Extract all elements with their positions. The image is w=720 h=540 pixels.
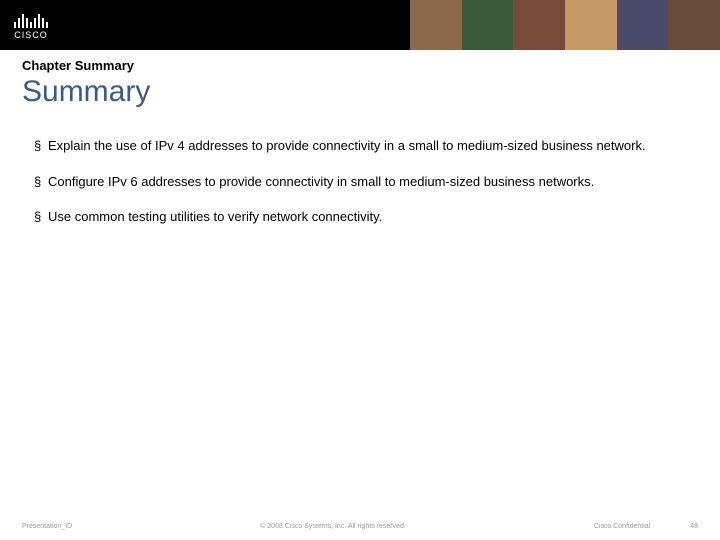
banner-photo — [410, 0, 462, 50]
logo-bars-icon — [14, 10, 48, 28]
bullet-list: Explain the use of IPv 4 addresses to pr… — [22, 137, 698, 226]
logo-text: CISCO — [14, 30, 48, 40]
top-banner: CISCO — [0, 0, 720, 50]
banner-photo — [565, 0, 617, 50]
footer-confidential: Cisco Confidential — [594, 523, 650, 530]
footer-page-number: 48 — [690, 523, 698, 530]
banner-photo — [513, 0, 565, 50]
slide-footer: Presentation_ID © 2008 Cisco Systems, In… — [0, 523, 720, 530]
list-item: Configure IPv 6 addresses to provide con… — [34, 173, 698, 191]
footer-presentation-id: Presentation_ID — [22, 523, 72, 530]
slide-content: Chapter Summary Summary Explain the use … — [0, 50, 720, 226]
footer-copyright: © 2008 Cisco Systems, Inc. All rights re… — [72, 523, 594, 530]
eyebrow-text: Chapter Summary — [22, 58, 698, 73]
page-title: Summary — [22, 75, 698, 109]
banner-photo-strip — [410, 0, 720, 50]
cisco-logo: CISCO — [14, 10, 48, 40]
list-item: Use common testing utilities to verify n… — [34, 208, 698, 226]
banner-photo — [462, 0, 514, 50]
banner-photo — [617, 0, 669, 50]
banner-photo — [668, 0, 720, 50]
list-item: Explain the use of IPv 4 addresses to pr… — [34, 137, 698, 155]
